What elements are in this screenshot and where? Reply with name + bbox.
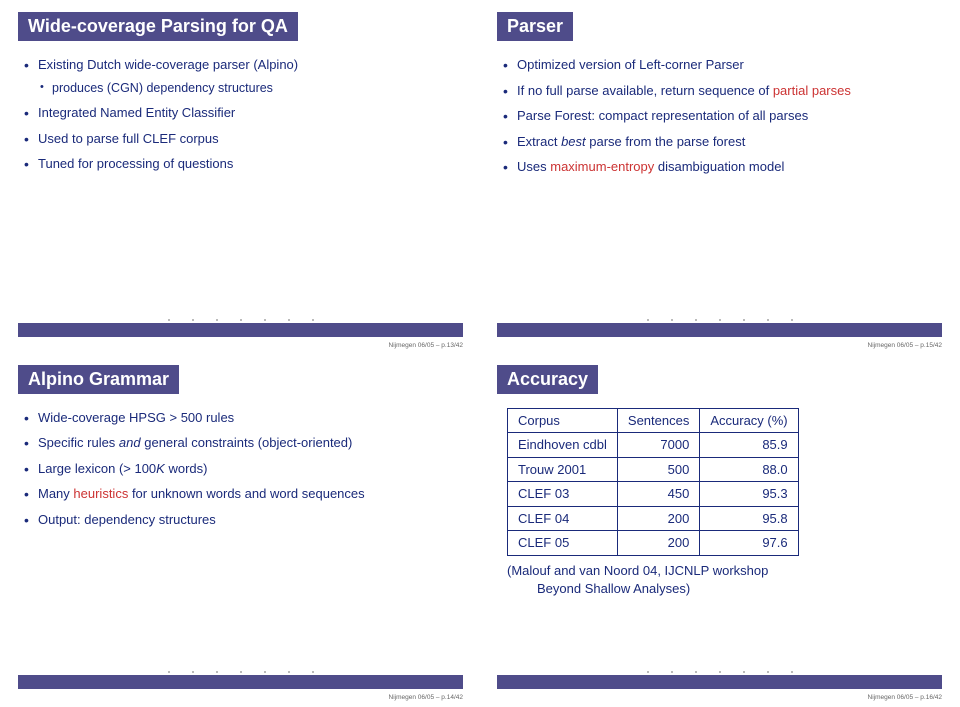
footer-bar (18, 675, 463, 689)
table-row: CLEF 04 200 95.8 (508, 506, 799, 531)
table-row: Eindhoven cdbl 7000 85.9 (508, 433, 799, 458)
bullet-item: Specific rules and general constraints (… (22, 433, 455, 453)
bullet-item: Large lexicon (> 100K words) (22, 459, 455, 479)
slide-parser: Parser Optimized version of Left-corner … (483, 4, 956, 351)
footer-bar (497, 675, 942, 689)
note-line: (Malouf and van Noord 04, IJCNLP worksho… (507, 563, 768, 578)
table-row: Trouw 2001 500 88.0 (508, 457, 799, 482)
bullet-item: Parse Forest: compact representation of … (501, 106, 934, 126)
bullet-item: Output: dependency structures (22, 510, 455, 530)
page-number: Nijmegen 06/05 – p.13/42 (389, 342, 463, 349)
bullet-item: Optimized version of Left-corner Parser (501, 55, 934, 75)
bullet-text: Existing Dutch wide-coverage parser (Alp… (38, 57, 298, 72)
nav-dots (168, 319, 314, 321)
nav-dots (168, 671, 314, 673)
footer-bar (18, 323, 463, 337)
page-number: Nijmegen 06/05 – p.14/42 (389, 694, 463, 701)
bullet-item: Used to parse full CLEF corpus (22, 129, 455, 149)
bullet-item: Tuned for processing of questions (22, 154, 455, 174)
slide-content: Wide-coverage HPSG > 500 rules Specific … (18, 404, 463, 686)
bullet-item: Existing Dutch wide-coverage parser (Alp… (22, 55, 455, 97)
slide-title: Parser (497, 12, 573, 41)
citation-note: (Malouf and van Noord 04, IJCNLP worksho… (507, 562, 934, 598)
bullet-item: Extract best parse from the parse forest (501, 132, 934, 152)
slide-content: Corpus Sentences Accuracy (%) Eindhoven … (497, 404, 942, 686)
slide-content: Existing Dutch wide-coverage parser (Alp… (18, 51, 463, 333)
slide-alpino-grammar: Alpino Grammar Wide-coverage HPSG > 500 … (4, 357, 477, 704)
bullet-item: Many heuristics for unknown words and wo… (22, 484, 455, 504)
sub-bullet: produces (CGN) dependency structures (38, 79, 455, 98)
slide-content: Optimized version of Left-corner Parser … (497, 51, 942, 333)
table-row: CLEF 05 200 97.6 (508, 531, 799, 556)
col-corpus: Corpus (508, 408, 618, 433)
bullet-item: Integrated Named Entity Classifier (22, 103, 455, 123)
bullet-list: Existing Dutch wide-coverage parser (Alp… (22, 55, 455, 174)
col-sentences: Sentences (617, 408, 699, 433)
bullet-item: If no full parse available, return seque… (501, 81, 934, 101)
bullet-list: Wide-coverage HPSG > 500 rules Specific … (22, 408, 455, 530)
slide-wide-coverage-parsing: Wide-coverage Parsing for QA Existing Du… (4, 4, 477, 351)
slide-title: Alpino Grammar (18, 365, 179, 394)
page-number: Nijmegen 06/05 – p.16/42 (868, 694, 942, 701)
bullet-item: Wide-coverage HPSG > 500 rules (22, 408, 455, 428)
col-accuracy: Accuracy (%) (700, 408, 798, 433)
bullet-list: Optimized version of Left-corner Parser … (501, 55, 934, 177)
table-header-row: Corpus Sentences Accuracy (%) (508, 408, 799, 433)
table-row: CLEF 03 450 95.3 (508, 482, 799, 507)
bullet-item: Uses maximum-entropy disambiguation mode… (501, 157, 934, 177)
nav-dots (647, 319, 793, 321)
nav-dots (647, 671, 793, 673)
page-number: Nijmegen 06/05 – p.15/42 (868, 342, 942, 349)
footer-bar (497, 323, 942, 337)
slide-title: Wide-coverage Parsing for QA (18, 12, 298, 41)
note-line: Beyond Shallow Analyses) (507, 580, 934, 598)
slide-title: Accuracy (497, 365, 598, 394)
slide-accuracy: Accuracy Corpus Sentences Accuracy (%) E… (483, 357, 956, 704)
accuracy-table: Corpus Sentences Accuracy (%) Eindhoven … (507, 408, 799, 556)
